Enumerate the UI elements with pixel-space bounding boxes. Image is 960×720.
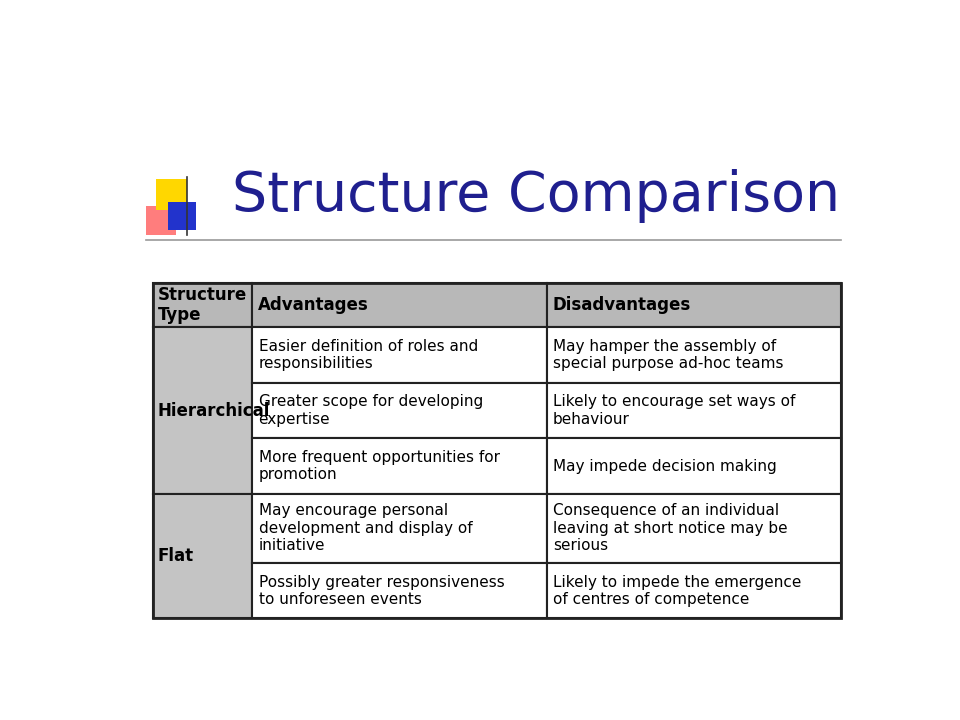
Text: May hamper the assembly of
special purpose ad-hoc teams: May hamper the assembly of special purpo…: [553, 339, 783, 372]
Bar: [252, 438, 547, 494]
Text: More frequent opportunities for
promotion: More frequent opportunities for promotio…: [258, 450, 499, 482]
Text: Easier definition of roles and
responsibilities: Easier definition of roles and responsib…: [258, 339, 478, 372]
Bar: [153, 328, 252, 494]
Text: Advantages: Advantages: [258, 296, 369, 314]
Text: Structure Comparison: Structure Comparison: [232, 168, 841, 222]
Bar: [153, 283, 841, 618]
Text: Consequence of an individual
leaving at short notice may be
serious: Consequence of an individual leaving at …: [553, 503, 788, 553]
Bar: [153, 283, 252, 328]
Bar: [252, 563, 547, 618]
Text: Hierarchical: Hierarchical: [158, 402, 271, 420]
Bar: [547, 383, 841, 438]
Bar: [146, 206, 176, 235]
Bar: [252, 328, 547, 383]
Text: Possibly greater responsiveness
to unforeseen events: Possibly greater responsiveness to unfor…: [258, 575, 504, 607]
Text: Disadvantages: Disadvantages: [552, 296, 690, 314]
Text: May impede decision making: May impede decision making: [553, 459, 777, 474]
Bar: [153, 494, 252, 618]
Text: Greater scope for developing
expertise: Greater scope for developing expertise: [258, 395, 483, 427]
Bar: [547, 563, 841, 618]
Text: Likely to impede the emergence
of centres of competence: Likely to impede the emergence of centre…: [553, 575, 802, 607]
Bar: [252, 494, 547, 563]
Text: Likely to encourage set ways of
behaviour: Likely to encourage set ways of behaviou…: [553, 395, 796, 427]
Bar: [252, 283, 547, 328]
Bar: [168, 202, 196, 230]
Bar: [547, 438, 841, 494]
Bar: [547, 494, 841, 563]
Bar: [252, 383, 547, 438]
Text: May encourage personal
development and display of
initiative: May encourage personal development and d…: [258, 503, 472, 553]
Text: Structure
Type: Structure Type: [158, 286, 248, 325]
Text: Flat: Flat: [158, 547, 194, 565]
Bar: [547, 283, 841, 328]
Bar: [156, 179, 187, 210]
Bar: [547, 328, 841, 383]
